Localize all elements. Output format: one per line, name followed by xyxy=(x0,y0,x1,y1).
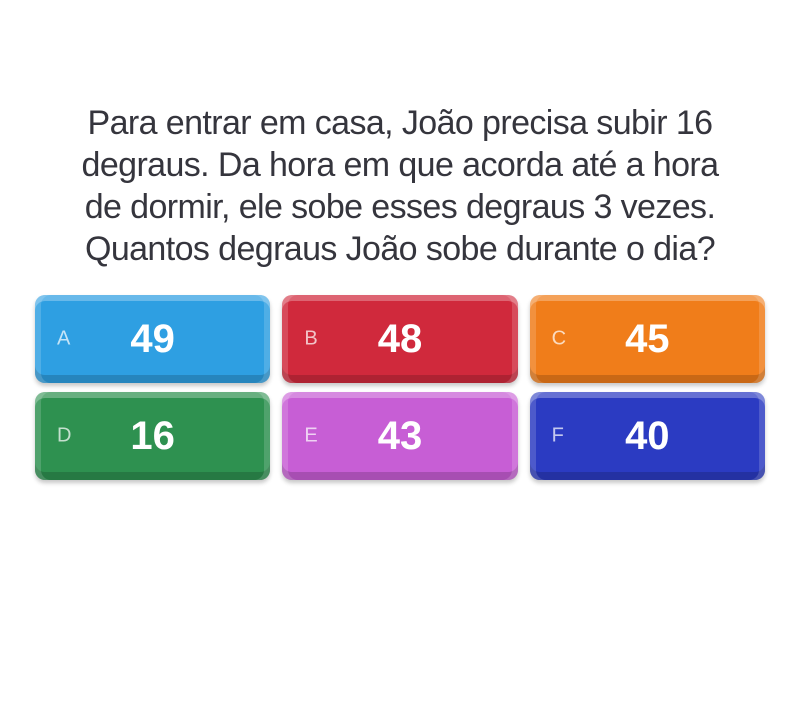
options-grid: A 49 B 48 C 45 D 16 E 43 F 40 xyxy=(35,295,765,480)
option-a-letter: A xyxy=(57,327,71,350)
question-line: degraus. Da hora em que acorda até a hor… xyxy=(81,146,720,184)
question-line: Para entrar em casa, João precisa subir … xyxy=(87,104,714,142)
question-line: de dormir, ele sobe esses degraus 3 veze… xyxy=(84,188,716,226)
option-e-button[interactable]: E 43 xyxy=(282,392,518,480)
option-d-value: 16 xyxy=(130,413,175,458)
option-f-button[interactable]: F 40 xyxy=(529,392,765,480)
option-a-button[interactable]: A 49 xyxy=(35,295,271,383)
option-e-value: 43 xyxy=(377,413,423,458)
option-f-value: 40 xyxy=(625,413,670,458)
quiz-page: { "page": { "background": "#ffffff", "qu… xyxy=(0,102,800,702)
option-b-button[interactable]: B 48 xyxy=(282,295,518,383)
option-c-letter: C xyxy=(551,327,567,350)
option-c-button[interactable]: C 45 xyxy=(529,295,765,383)
question-text: Para entrar em casa, João precisa subir … xyxy=(28,102,772,270)
option-e-letter: E xyxy=(304,424,318,447)
option-d-letter: D xyxy=(57,424,72,447)
option-f-letter: F xyxy=(551,424,564,447)
option-c-value: 45 xyxy=(625,316,670,361)
option-b-letter: B xyxy=(304,327,318,350)
option-b-value: 48 xyxy=(377,316,423,361)
question-line: Quantos degraus João sobe durante o dia? xyxy=(84,230,716,268)
option-a-value: 49 xyxy=(130,316,175,361)
option-d-button[interactable]: D 16 xyxy=(35,392,271,480)
